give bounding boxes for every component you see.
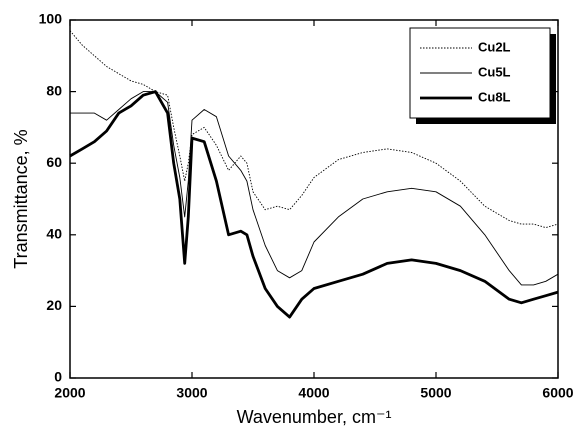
x-tick-label: 4000 xyxy=(298,385,329,401)
x-axis-label: Wavenumber, cm⁻¹ xyxy=(237,407,392,427)
series-line xyxy=(70,91,559,286)
series-line xyxy=(69,90,559,319)
y-tick-label: 20 xyxy=(46,297,62,313)
series-line xyxy=(69,30,559,229)
legend-label: Cu8L xyxy=(478,89,511,104)
y-tick-label: 60 xyxy=(46,154,62,170)
y-tick-label: 80 xyxy=(46,82,62,98)
x-tick-label: 5000 xyxy=(420,385,451,401)
legend-label: Cu2L xyxy=(478,39,511,54)
y-tick-label: 40 xyxy=(46,226,62,242)
x-tick-label: 2000 xyxy=(54,385,85,401)
y-tick-label: 0 xyxy=(54,369,62,385)
legend-label: Cu5L xyxy=(478,64,511,79)
y-tick-label: 100 xyxy=(39,11,63,27)
x-tick-label: 3000 xyxy=(176,385,207,401)
y-axis-label: Transmittance, % xyxy=(11,129,31,268)
x-tick-label: 6000 xyxy=(542,385,573,401)
